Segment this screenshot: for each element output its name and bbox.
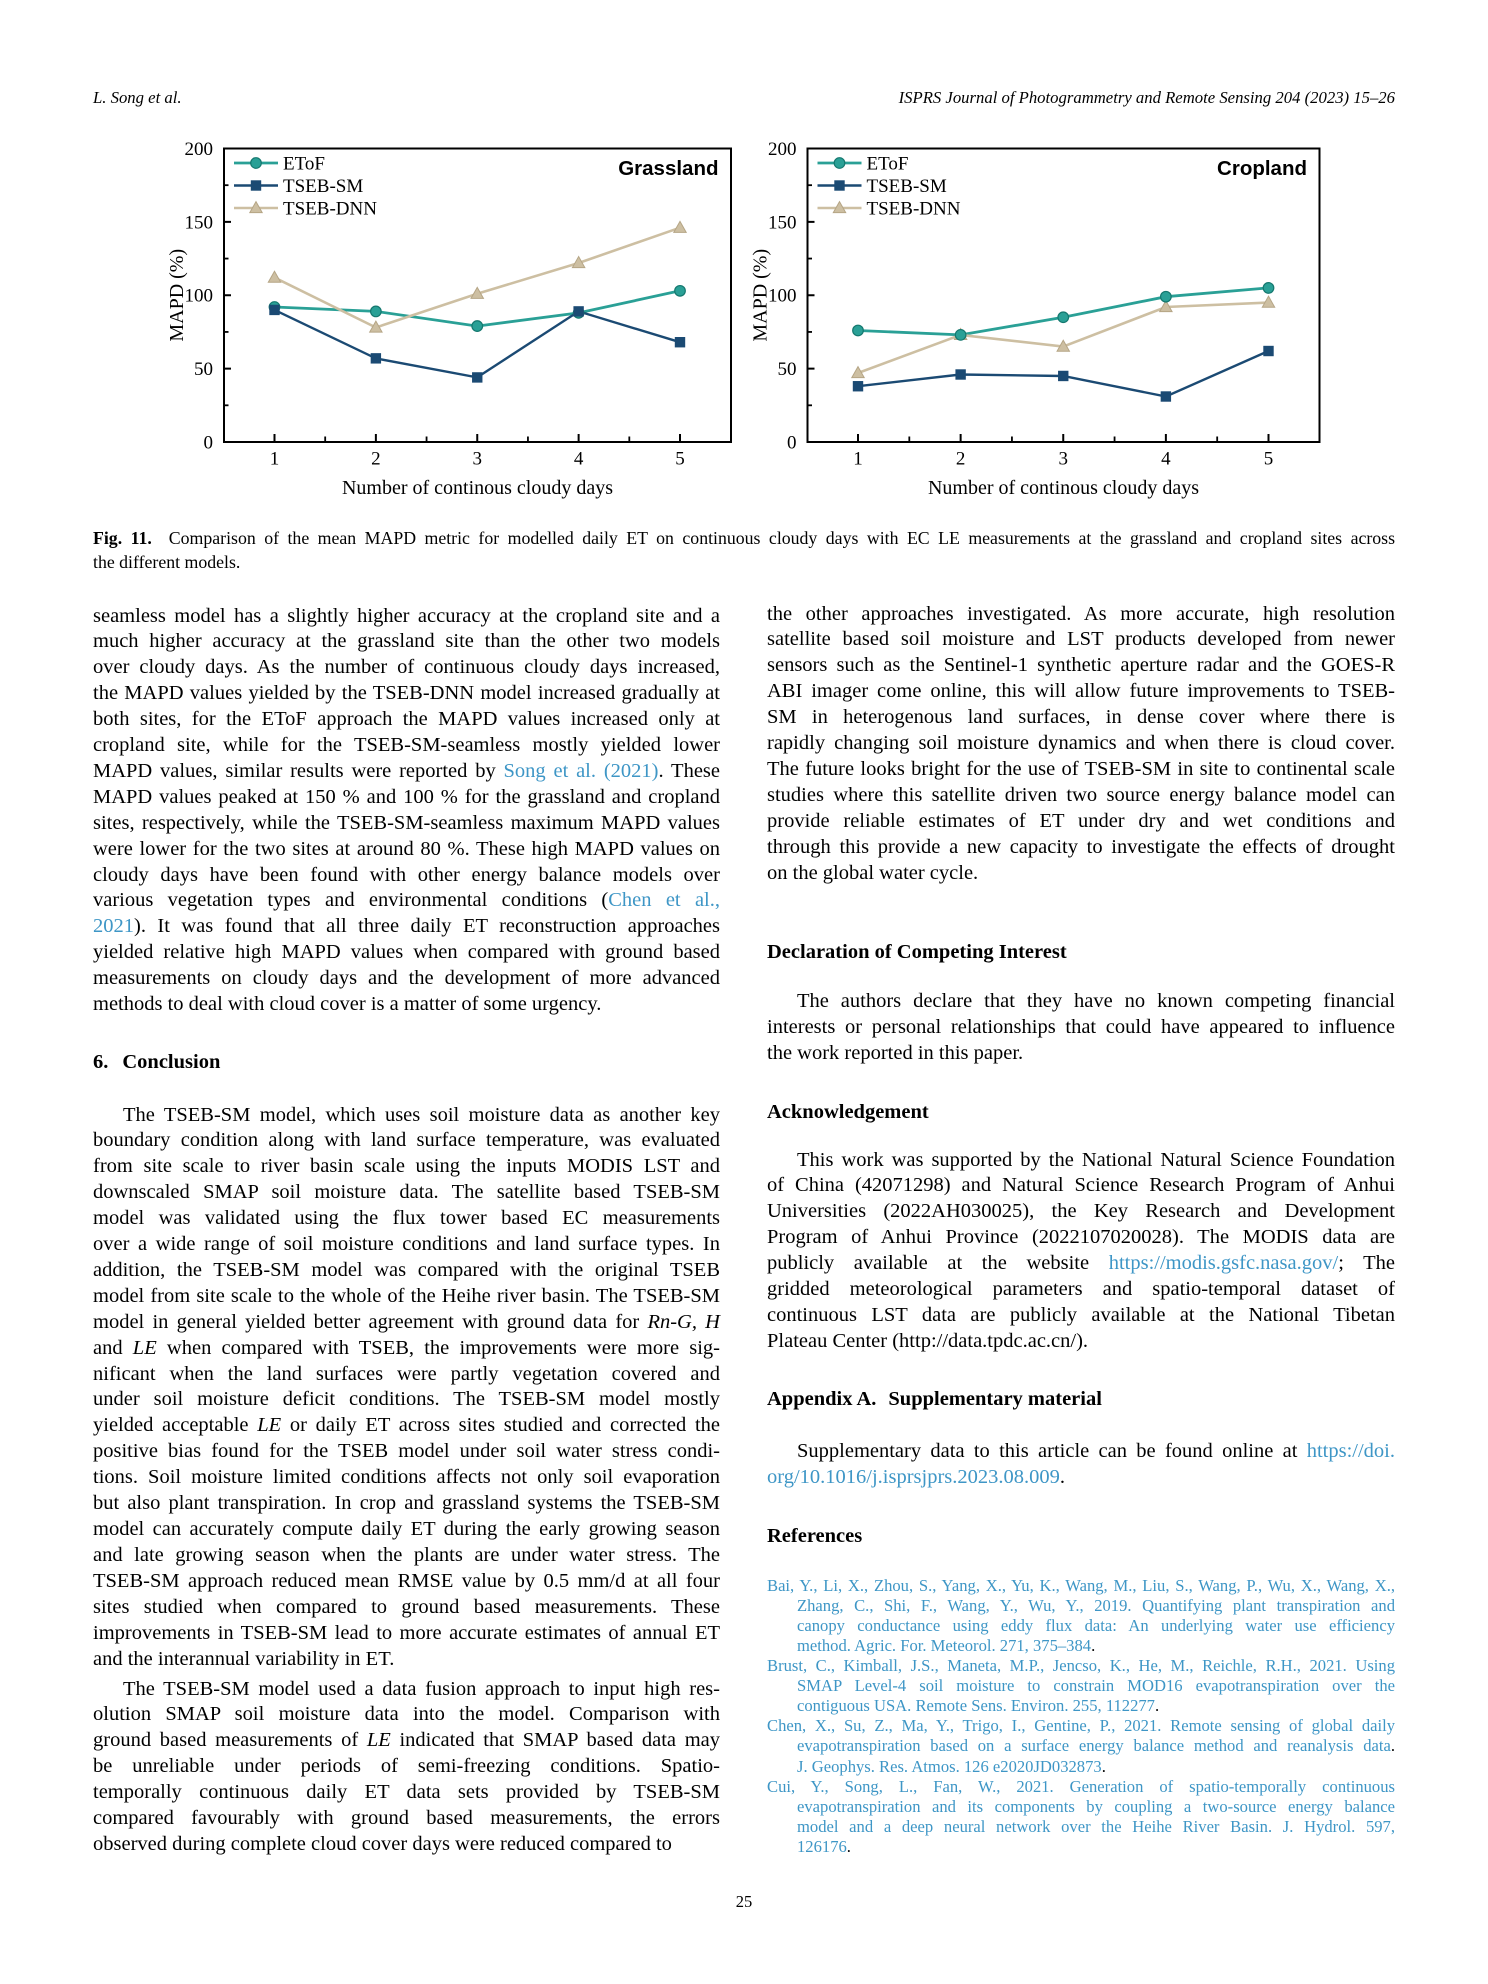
svg-text:4: 4 <box>1161 449 1171 470</box>
svg-text:MAPD (%): MAPD (%) <box>166 249 188 342</box>
svg-text:3: 3 <box>1059 449 1069 470</box>
svg-text:EToF: EToF <box>283 154 325 175</box>
svg-text:5: 5 <box>1264 449 1274 470</box>
svg-text:5: 5 <box>675 449 685 470</box>
svg-text:100: 100 <box>768 286 797 307</box>
svg-text:TSEB-SM: TSEB-SM <box>867 176 947 197</box>
svg-text:Grassland: Grassland <box>618 157 718 180</box>
svg-text:100: 100 <box>185 286 214 307</box>
svg-text:MAPD (%): MAPD (%) <box>750 249 772 342</box>
svg-text:3: 3 <box>473 449 483 470</box>
svg-text:EToF: EToF <box>867 154 909 175</box>
svg-text:1: 1 <box>270 449 280 470</box>
svg-text:TSEB-SM: TSEB-SM <box>283 176 363 197</box>
svg-text:0: 0 <box>787 432 797 453</box>
svg-text:150: 150 <box>185 212 214 233</box>
svg-text:50: 50 <box>194 359 213 380</box>
svg-text:200: 200 <box>768 139 797 160</box>
svg-text:TSEB-DNN: TSEB-DNN <box>283 199 377 220</box>
svg-text:Number of continous cloudy day: Number of continous cloudy days <box>342 477 613 499</box>
svg-text:2: 2 <box>371 449 381 470</box>
svg-text:150: 150 <box>768 212 797 233</box>
svg-text:50: 50 <box>778 359 797 380</box>
svg-text:0: 0 <box>204 432 214 453</box>
svg-text:1: 1 <box>853 449 863 470</box>
svg-text:2: 2 <box>956 449 966 470</box>
svg-text:Number of continous cloudy day: Number of continous cloudy days <box>928 477 1199 499</box>
svg-text:4: 4 <box>574 449 584 470</box>
svg-text:200: 200 <box>185 139 214 160</box>
svg-text:TSEB-DNN: TSEB-DNN <box>867 199 961 220</box>
svg-text:Cropland: Cropland <box>1217 157 1307 180</box>
